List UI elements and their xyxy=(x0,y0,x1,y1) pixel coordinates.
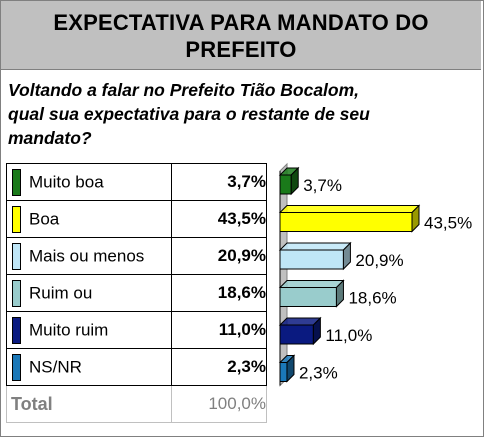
bar-side xyxy=(411,204,420,233)
bar-side xyxy=(286,354,295,383)
results-table: Muito boa 3,7% Boa 43,5% Mais ou menos 20,9% R… xyxy=(6,163,267,423)
bar-top xyxy=(278,205,421,213)
color-swatch xyxy=(12,316,21,344)
bar-chart: 3,7% 43,5% 20,9% 18,6% 11,0% 2,3% xyxy=(278,162,472,387)
axis-wall xyxy=(279,162,288,387)
row-value: 18,6% xyxy=(171,274,267,312)
bar-group xyxy=(278,279,345,308)
table-row: Muito ruim 11,0% xyxy=(6,311,267,349)
color-swatch xyxy=(12,353,21,381)
total-row: Total 100,0% xyxy=(6,385,267,423)
bar-side xyxy=(312,316,321,346)
row-value: 20,9% xyxy=(171,237,267,275)
row-label: Boa xyxy=(29,209,60,228)
bar-group xyxy=(278,166,300,196)
color-swatch xyxy=(12,242,21,270)
table-row: NS/NR 2,3% xyxy=(6,348,267,386)
bar-side xyxy=(335,279,344,308)
table-row: Ruim ou 18,6% xyxy=(6,274,267,312)
title-line-1: EXPECTATIVA PARA MANDATO DO xyxy=(53,10,429,35)
data-label: 2,3% xyxy=(299,363,338,382)
title-line-2: PREFEITO xyxy=(185,37,297,62)
bar-group xyxy=(278,316,322,346)
bar xyxy=(279,287,337,307)
table-row: Muito boa 3,7% xyxy=(6,163,267,201)
data-label: 20,9% xyxy=(355,251,403,270)
data-label: 11,0% xyxy=(325,326,372,345)
question-line-2: qual sua expectativa para o restante de … xyxy=(8,104,370,124)
bar xyxy=(279,249,344,270)
row-label: Muito boa xyxy=(29,172,104,191)
bar-top xyxy=(278,280,345,288)
data-label: 18,6% xyxy=(348,288,396,307)
table-row: Boa 43,5% xyxy=(6,200,267,238)
row-label-cell: Muito ruim xyxy=(6,311,172,349)
survey-question: Voltando a falar no Prefeito Tião Bocalo… xyxy=(8,78,478,150)
question-line-1: Voltando a falar no Prefeito Tião Bocalo… xyxy=(8,80,360,100)
bar-side xyxy=(290,166,299,196)
row-value: 11,0% xyxy=(171,311,267,349)
bar-group xyxy=(278,204,421,233)
question-line-3: mandato? xyxy=(8,128,92,148)
table-row: Mais ou menos 20,9% xyxy=(6,237,267,275)
bar-top xyxy=(278,242,352,251)
data-label: 3,7% xyxy=(303,176,342,195)
row-label: Muito ruim xyxy=(29,320,109,339)
bar xyxy=(279,362,288,382)
color-swatch xyxy=(12,279,21,307)
row-label: Mais ou menos xyxy=(29,246,145,265)
bar xyxy=(279,174,292,195)
bar-group xyxy=(278,354,296,383)
bar xyxy=(279,324,314,345)
row-label-cell: Mais ou menos xyxy=(6,237,172,275)
row-value: 43,5% xyxy=(171,200,267,238)
row-label: NS/NR xyxy=(29,357,82,376)
row-label-cell: NS/NR xyxy=(6,348,172,386)
total-value: 100,0% xyxy=(171,385,267,423)
color-swatch xyxy=(12,168,21,196)
data-label: 43,5% xyxy=(424,213,472,232)
total-label: Total xyxy=(11,393,53,414)
bar-group xyxy=(278,241,352,271)
row-label-cell: Muito boa xyxy=(6,163,172,201)
title-bar: EXPECTATIVA PARA MANDATO DO PREFEITO xyxy=(1,1,481,70)
row-value: 2,3% xyxy=(171,348,267,386)
row-label-cell: Boa xyxy=(6,200,172,238)
row-label: Ruim ou xyxy=(29,283,93,302)
row-value: 3,7% xyxy=(171,163,267,201)
row-label-cell: Ruim ou xyxy=(6,274,172,312)
total-label-cell: Total xyxy=(6,385,172,423)
bar xyxy=(279,212,413,232)
bar-side xyxy=(342,241,351,271)
color-swatch xyxy=(12,205,21,233)
